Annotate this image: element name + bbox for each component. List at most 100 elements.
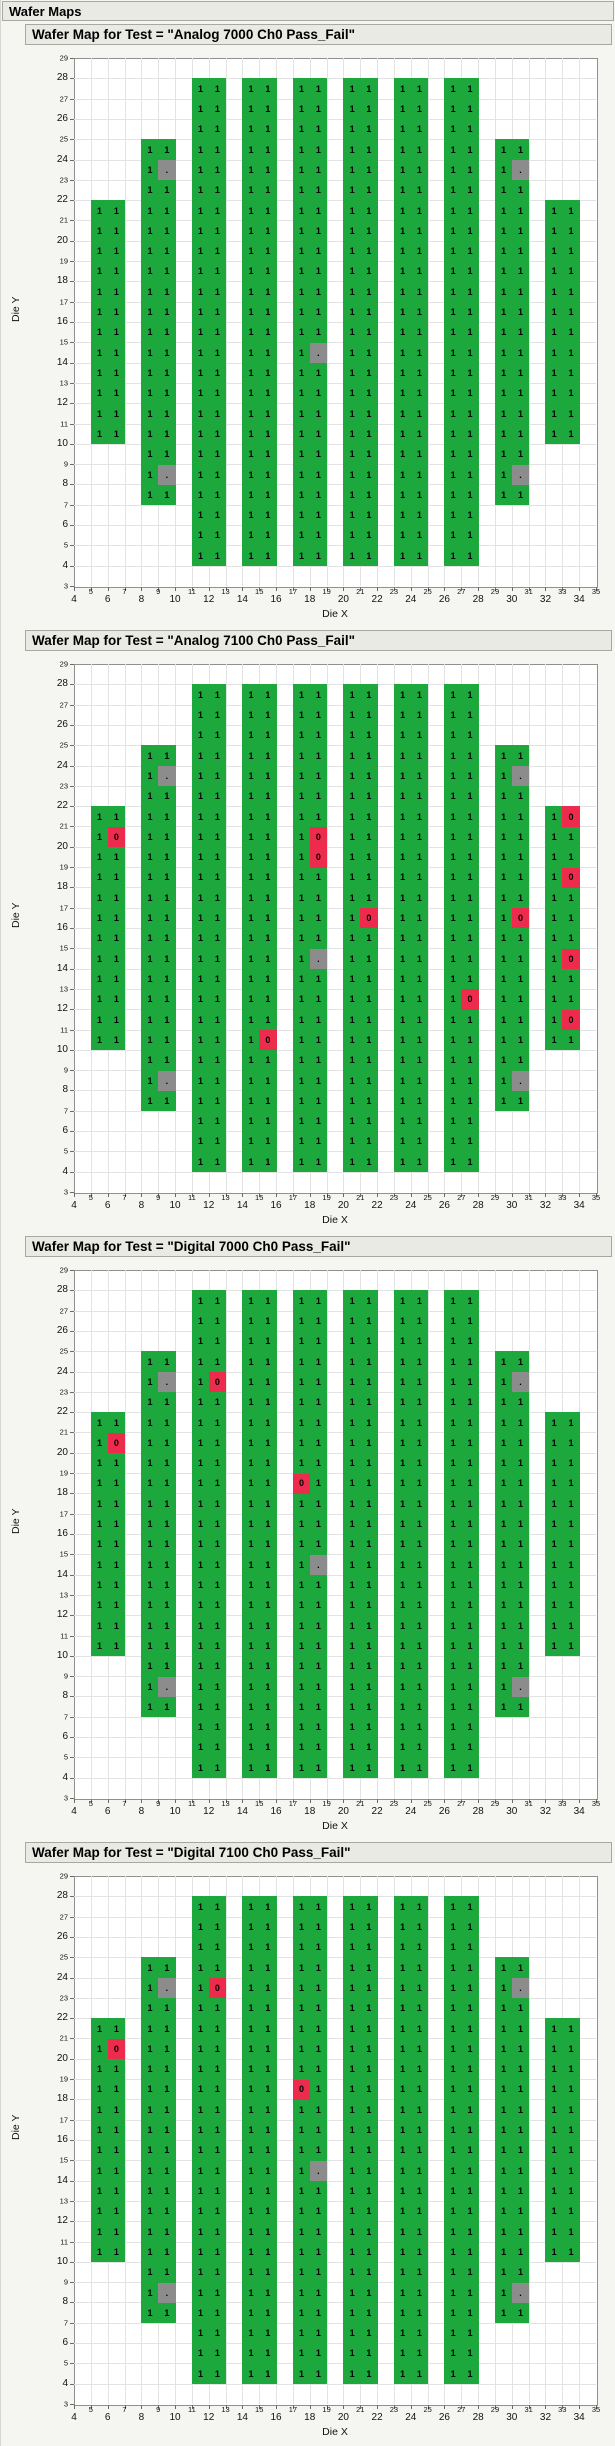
die-cell-pass[interactable]: 1: [141, 2302, 159, 2324]
die-cell-pass[interactable]: 1: [545, 281, 563, 303]
die-cell-pass[interactable]: 1: [259, 2221, 277, 2243]
die-cell-pass[interactable]: 1: [444, 2221, 462, 2243]
die-cell-pass[interactable]: 1: [444, 684, 462, 706]
die-cell-fail[interactable]: 0: [107, 826, 125, 848]
die-cell-pass[interactable]: 1: [191, 1696, 210, 1718]
die-cell-pass[interactable]: 1: [393, 2282, 412, 2303]
die-cell-pass[interactable]: 1: [141, 1534, 159, 1555]
die-cell-pass[interactable]: 1: [90, 322, 109, 343]
die-cell-pass[interactable]: 1: [360, 785, 378, 807]
die-cell-pass[interactable]: 1: [242, 948, 260, 970]
die-cell-missing[interactable]: .: [511, 1371, 530, 1393]
die-cell-pass[interactable]: 1: [494, 2079, 513, 2100]
die-cell-pass[interactable]: 1: [410, 382, 429, 404]
die-cell-pass[interactable]: 1: [208, 2322, 227, 2344]
die-cell-fail[interactable]: 0: [259, 1029, 277, 1051]
die-cell-pass[interactable]: 1: [141, 2221, 159, 2243]
die-cell-pass[interactable]: 1: [511, 382, 530, 404]
die-cell-pass[interactable]: 1: [158, 1493, 176, 1515]
die-cell-pass[interactable]: 1: [242, 1676, 260, 1697]
die-cell-pass[interactable]: 1: [208, 1513, 227, 1535]
die-cell-pass[interactable]: 1: [208, 1896, 227, 1918]
die-cell-pass[interactable]: 1: [461, 1473, 479, 1494]
die-cell-pass[interactable]: 1: [242, 1896, 260, 1918]
die-cell-pass[interactable]: 1: [191, 968, 210, 990]
die-cell-pass[interactable]: 1: [343, 1009, 361, 1031]
die-cell-pass[interactable]: 1: [208, 2363, 227, 2385]
die-cell-pass[interactable]: 1: [511, 1049, 530, 1071]
die-cell-pass[interactable]: 1: [259, 928, 277, 949]
die-cell-pass[interactable]: 1: [141, 826, 159, 848]
die-cell-pass[interactable]: 1: [107, 968, 125, 990]
die-cell-pass[interactable]: 1: [292, 724, 311, 746]
die-cell-pass[interactable]: 1: [444, 1049, 462, 1071]
die-cell-pass[interactable]: 1: [292, 765, 311, 787]
die-cell-pass[interactable]: 1: [208, 1330, 227, 1352]
die-cell-pass[interactable]: 1: [545, 1635, 563, 1657]
die-cell-pass[interactable]: 1: [461, 1696, 479, 1718]
die-cell-pass[interactable]: 1: [444, 98, 462, 120]
die-cell-pass[interactable]: 1: [360, 1977, 378, 1999]
die-cell-pass[interactable]: 1: [461, 785, 479, 807]
die-cell-pass[interactable]: 1: [107, 1412, 125, 1433]
die-cell-pass[interactable]: 1: [444, 1110, 462, 1132]
die-cell-pass[interactable]: 1: [511, 2200, 530, 2222]
die-cell-pass[interactable]: 1: [393, 2200, 412, 2222]
die-cell-pass[interactable]: 1: [208, 2099, 227, 2121]
die-cell-pass[interactable]: 1: [562, 1513, 580, 1535]
die-cell-pass[interactable]: 1: [461, 159, 479, 181]
die-cell-pass[interactable]: 1: [309, 1131, 328, 1152]
die-cell-pass[interactable]: 1: [511, 2119, 530, 2141]
die-cell-pass[interactable]: 1: [292, 301, 311, 323]
die-cell-pass[interactable]: 1: [141, 1594, 159, 1616]
die-cell-pass[interactable]: 1: [410, 1070, 429, 1091]
die-cell-pass[interactable]: 1: [292, 1676, 311, 1697]
die-cell-pass[interactable]: 1: [208, 322, 227, 343]
die-cell-pass[interactable]: 1: [343, 1635, 361, 1657]
die-cell-pass[interactable]: 1: [90, 2079, 109, 2100]
die-cell-pass[interactable]: 1: [393, 745, 412, 767]
die-cell-pass[interactable]: 1: [393, 1534, 412, 1555]
die-cell-pass[interactable]: 1: [343, 1534, 361, 1555]
die-cell-pass[interactable]: 1: [158, 301, 176, 323]
die-cell-pass[interactable]: 1: [242, 684, 260, 706]
die-cell-pass[interactable]: 1: [461, 2160, 479, 2182]
die-cell-pass[interactable]: 1: [107, 200, 125, 221]
die-cell-pass[interactable]: 1: [360, 1716, 378, 1738]
die-cell-pass[interactable]: 1: [444, 1371, 462, 1393]
die-cell-pass[interactable]: 1: [309, 2099, 328, 2121]
die-cell-pass[interactable]: 1: [107, 1452, 125, 1474]
die-cell-pass[interactable]: 1: [191, 2302, 210, 2324]
die-cell-pass[interactable]: 1: [562, 988, 580, 1010]
die-cell-pass[interactable]: 1: [343, 684, 361, 706]
die-cell-pass[interactable]: 1: [141, 301, 159, 323]
die-cell-pass[interactable]: 1: [309, 423, 328, 445]
die-cell-pass[interactable]: 1: [360, 928, 378, 949]
die-cell-pass[interactable]: 1: [393, 1513, 412, 1535]
chart-outline-header[interactable]: Wafer Map for Test = "Digital 7000 Ch0 P…: [25, 1236, 612, 1257]
die-cell-pass[interactable]: 1: [545, 1615, 563, 1637]
die-cell-pass[interactable]: 1: [393, 1916, 412, 1938]
die-cell-pass[interactable]: 1: [343, 78, 361, 100]
die-cell-pass[interactable]: 1: [141, 261, 159, 282]
die-cell-pass[interactable]: 1: [309, 159, 328, 181]
die-cell-pass[interactable]: 1: [410, 1936, 429, 1958]
die-cell-pass[interactable]: 1: [444, 1977, 462, 1999]
die-cell-pass[interactable]: 1: [444, 139, 462, 161]
die-cell-pass[interactable]: 1: [292, 2058, 311, 2080]
die-cell-pass[interactable]: 1: [141, 2079, 159, 2100]
die-cell-pass[interactable]: 1: [259, 423, 277, 445]
die-cell-pass[interactable]: 1: [511, 2058, 530, 2080]
die-cell-pass[interactable]: 1: [191, 525, 210, 546]
die-cell-pass[interactable]: 1: [90, 362, 109, 384]
die-cell-pass[interactable]: 1: [292, 846, 311, 868]
die-cell-pass[interactable]: 1: [292, 1432, 311, 1454]
die-cell-pass[interactable]: 1: [242, 968, 260, 990]
die-cell-pass[interactable]: 1: [191, 1330, 210, 1352]
die-cell-pass[interactable]: 1: [107, 1554, 125, 1576]
die-cell-pass[interactable]: 1: [242, 504, 260, 526]
die-cell-pass[interactable]: 1: [461, 765, 479, 787]
die-cell-pass[interactable]: 1: [562, 2119, 580, 2141]
die-cell-pass[interactable]: 1: [259, 1554, 277, 1576]
die-cell-pass[interactable]: 1: [158, 1574, 176, 1596]
